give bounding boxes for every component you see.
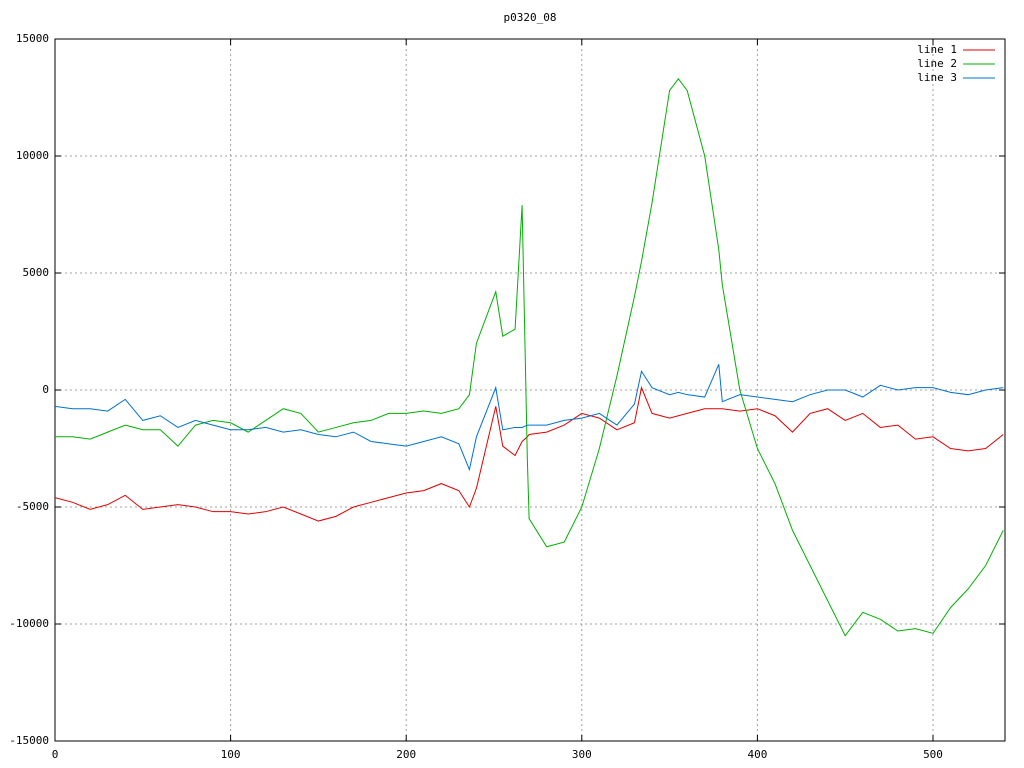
- y-tick-label: 15000: [16, 32, 49, 45]
- x-tick-label: 0: [52, 748, 59, 761]
- y-tick-label: 0: [42, 383, 49, 396]
- legend-label: line 3: [917, 71, 957, 84]
- y-tick-label: -5000: [16, 500, 49, 513]
- y-tick-label: 10000: [16, 149, 49, 162]
- x-tick-label: 100: [221, 748, 241, 761]
- x-tick-label: 300: [572, 748, 592, 761]
- y-tick-label: -15000: [9, 734, 49, 747]
- chart-title: p0320_08: [504, 11, 557, 24]
- legend-label: line 1: [917, 43, 957, 56]
- series-line: [55, 77, 1004, 637]
- x-tick-label: 400: [747, 748, 767, 761]
- x-tick-label: 200: [396, 748, 416, 761]
- x-tick-label: 500: [923, 748, 943, 761]
- plot-frame: [54, 38, 1006, 742]
- y-tick-label: -10000: [9, 617, 49, 630]
- y-tick-label: 5000: [23, 266, 50, 279]
- legend-label: line 2: [917, 57, 957, 70]
- series-line: [54, 364, 1004, 472]
- series-line: [54, 385, 1004, 522]
